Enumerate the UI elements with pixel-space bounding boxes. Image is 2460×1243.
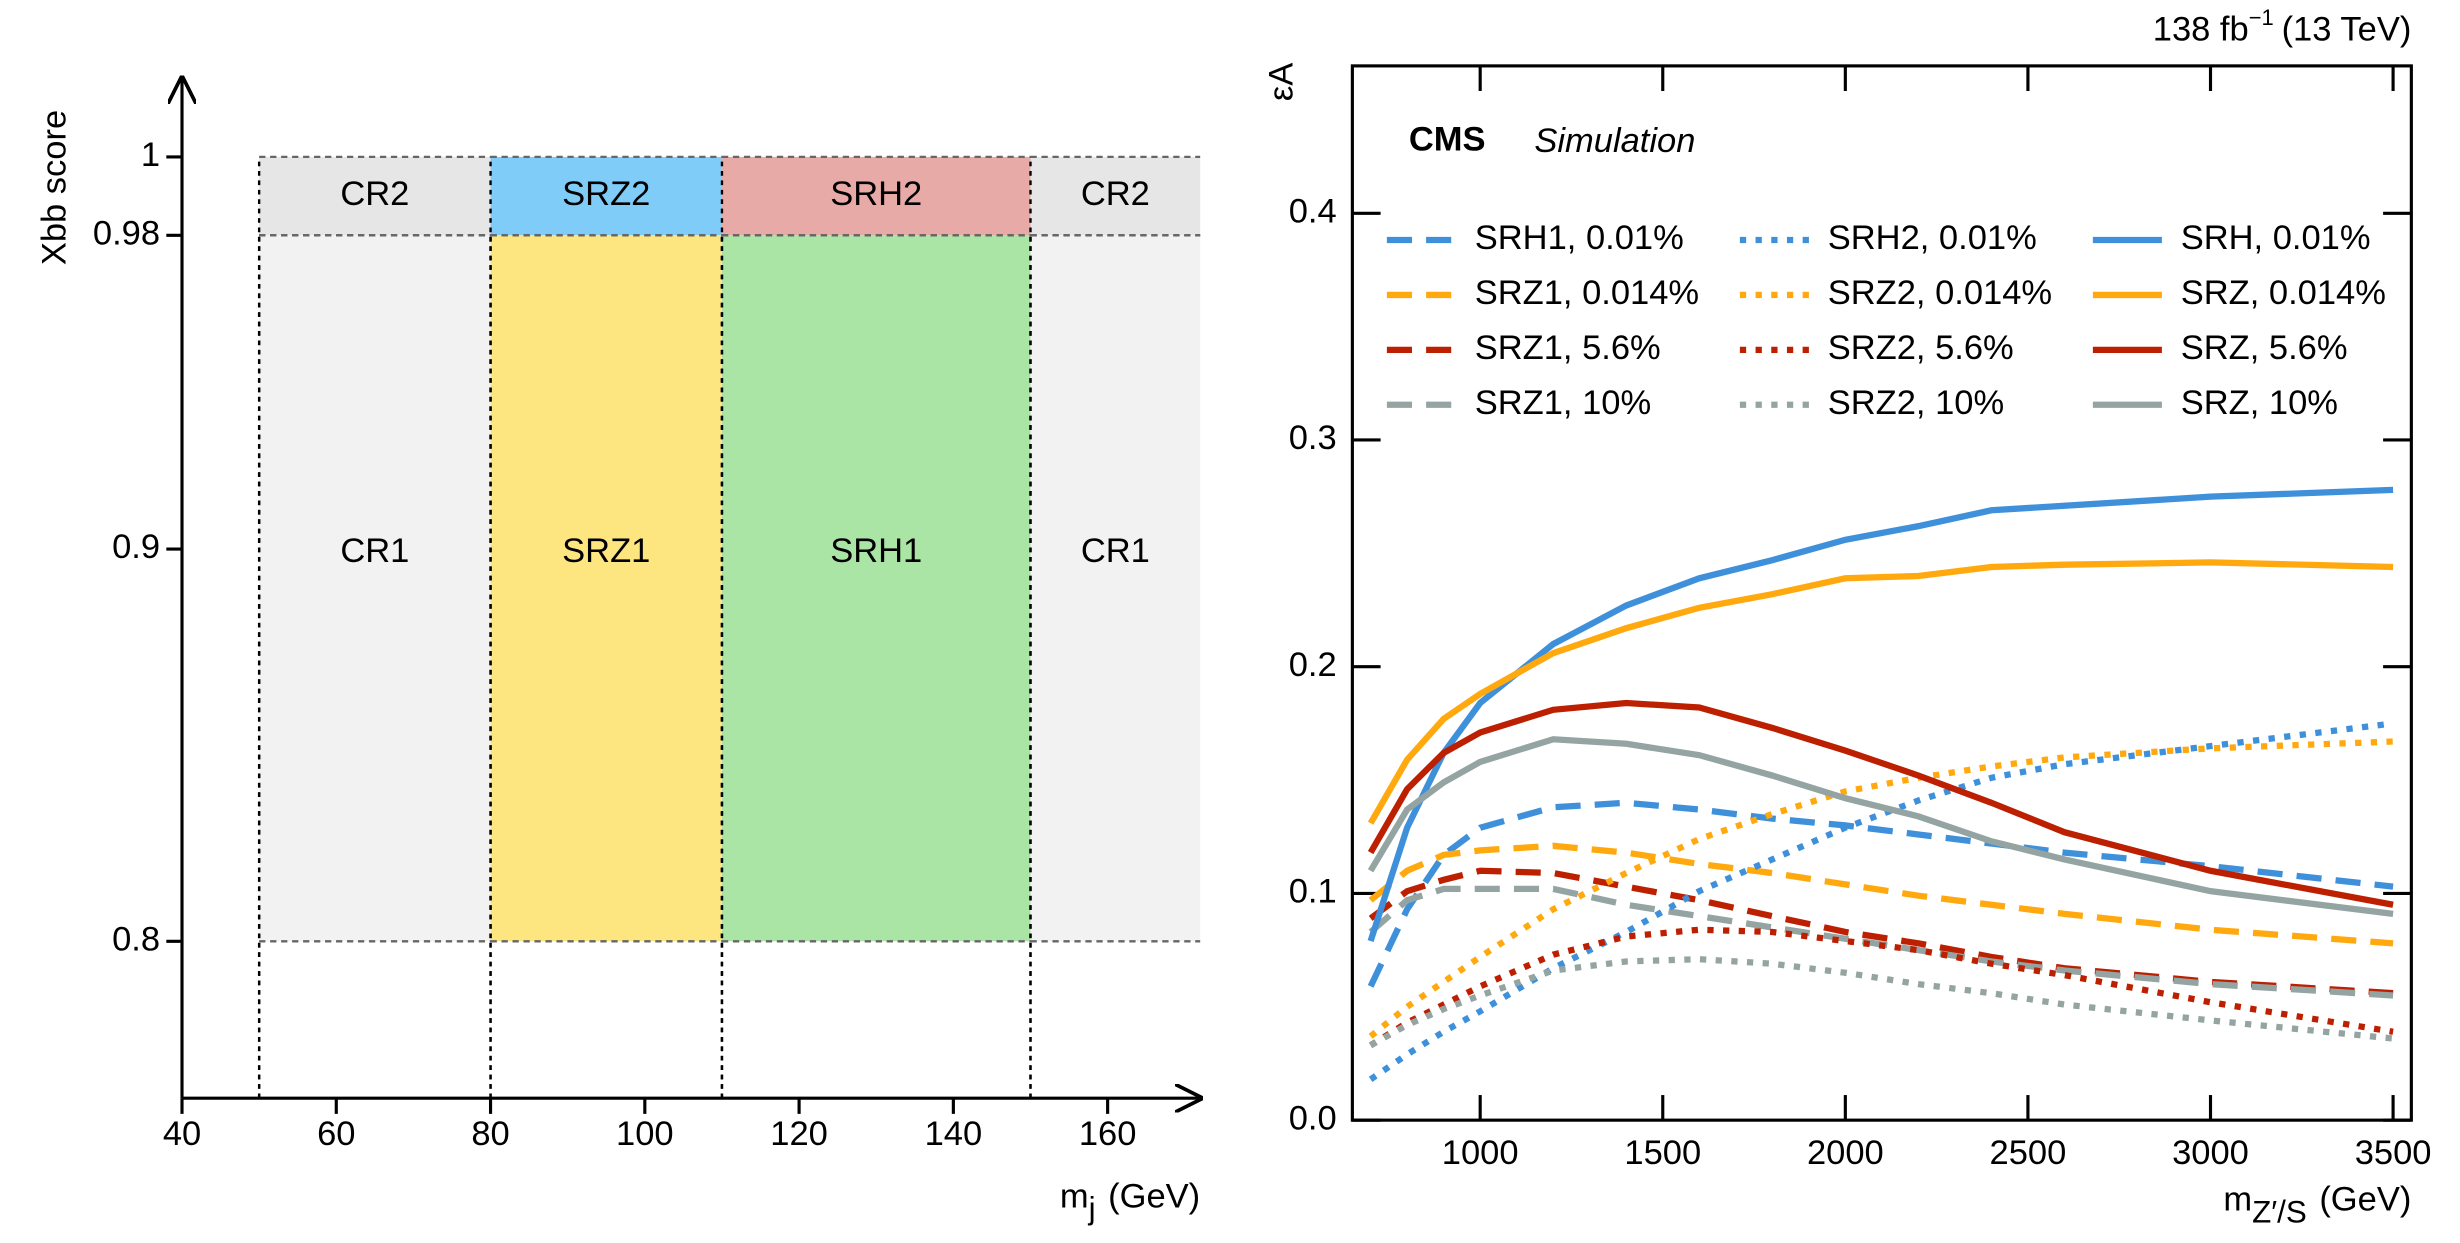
series-line xyxy=(1368,885,2394,999)
series-line xyxy=(1368,926,2394,1049)
legend-label: SRZ, 10% xyxy=(2181,384,2338,422)
y-tick-label: 1 xyxy=(141,136,160,174)
lumi: 138 fb xyxy=(2153,10,2249,48)
region xyxy=(1030,235,1201,942)
series-line xyxy=(1369,956,2394,1049)
x-label-unit: (GeV) xyxy=(2319,1181,2411,1219)
y-tick-label: 0.3 xyxy=(1289,419,1337,457)
region xyxy=(259,235,491,942)
top-label: 138 fb−1 (13 TeV) xyxy=(2153,5,2412,49)
lumi-exp: −1 xyxy=(2249,5,2274,30)
series-line xyxy=(1367,559,2394,825)
y-tick-label: 0.0 xyxy=(1289,1099,1337,1137)
y-tick-label: 0.9 xyxy=(112,528,160,566)
region-label: CR1 xyxy=(1081,532,1150,570)
region xyxy=(1030,156,1201,236)
plot-frame xyxy=(1350,64,2413,1122)
legend-label: SRZ, 5.6% xyxy=(2181,329,2348,367)
region xyxy=(259,156,491,236)
legend-label: SRH1, 0.01% xyxy=(1475,219,1684,257)
legend-label: SRZ2, 10% xyxy=(1828,384,2004,422)
series-line xyxy=(1367,736,2394,917)
x-tick-label: 2500 xyxy=(1990,1134,2067,1172)
x-tick-label: 100 xyxy=(616,1115,674,1153)
legend-label: SRZ1, 5.6% xyxy=(1475,329,1661,367)
x-label-unit: (GeV) xyxy=(1108,1178,1200,1216)
x-axis-label: mZ′/S (GeV) xyxy=(2223,1181,2411,1230)
legend-label: SRZ1, 0.014% xyxy=(1475,274,1699,312)
series-line xyxy=(1368,867,2394,997)
x-tick-label: 120 xyxy=(770,1115,828,1153)
legend-label: SRH2, 0.01% xyxy=(1828,219,2037,257)
legend-label: SRZ, 0.014% xyxy=(2181,274,2386,312)
region-label: CR1 xyxy=(340,532,409,570)
x-tick-label: 40 xyxy=(163,1115,201,1153)
y-axis-label: Xbb score xyxy=(36,110,74,265)
x-label-main: m xyxy=(1060,1178,1089,1216)
series-line xyxy=(1368,842,2394,947)
energy: (13 TeV) xyxy=(2282,10,2412,48)
legend-label: SRH, 0.01% xyxy=(2181,219,2371,257)
x-label-main: m xyxy=(2223,1181,2252,1219)
x-tick-label: 1000 xyxy=(1442,1134,1519,1172)
region-label: SRZ1 xyxy=(562,532,650,570)
region-label: SRH2 xyxy=(830,175,922,213)
series-line xyxy=(1368,720,2394,1082)
y-tick-label: 0.1 xyxy=(1289,873,1337,911)
x-label-sub: Z′/S xyxy=(2252,1195,2307,1230)
series-line xyxy=(1368,738,2394,1039)
region xyxy=(490,156,722,236)
x-tick-label: 1500 xyxy=(1624,1134,1701,1172)
region xyxy=(721,235,1031,942)
y-tick-label: 0.2 xyxy=(1289,646,1337,684)
x-tick-label: 80 xyxy=(471,1115,509,1153)
region-label: CR2 xyxy=(1081,175,1150,213)
x-tick-label: 160 xyxy=(1079,1115,1137,1153)
legend-label: SRZ1, 10% xyxy=(1475,384,1651,422)
region-label: CR2 xyxy=(340,175,409,213)
series-line xyxy=(1367,486,2394,943)
region-label: SRH1 xyxy=(830,532,922,570)
x-tick-label: 2000 xyxy=(1807,1134,1884,1172)
x-tick-label: 140 xyxy=(925,1115,983,1153)
y-axis-label: εA xyxy=(1262,63,1300,101)
legend-label: SRZ2, 0.014% xyxy=(1828,274,2052,312)
legend-label: SRZ2, 5.6% xyxy=(1828,329,2014,367)
y-tick-label: 0.8 xyxy=(112,920,160,958)
cms-label: CMS xyxy=(1409,120,1486,158)
y-tick-label: 0.4 xyxy=(1289,192,1337,230)
x-tick-label: 3500 xyxy=(2355,1134,2432,1172)
y-tick-label: 0.98 xyxy=(93,214,160,252)
cms-sublabel: Simulation xyxy=(1534,122,1695,160)
region-label: SRZ2 xyxy=(562,175,650,213)
x-tick-label: 60 xyxy=(317,1115,355,1153)
series-line xyxy=(1367,699,2394,908)
x-tick-label: 3000 xyxy=(2172,1134,2249,1172)
x-axis-label: mj (GeV) xyxy=(1060,1178,1200,1227)
region xyxy=(490,235,722,942)
region xyxy=(721,156,1031,236)
series-line xyxy=(1367,799,2394,988)
x-label-sub: j xyxy=(1088,1191,1096,1226)
